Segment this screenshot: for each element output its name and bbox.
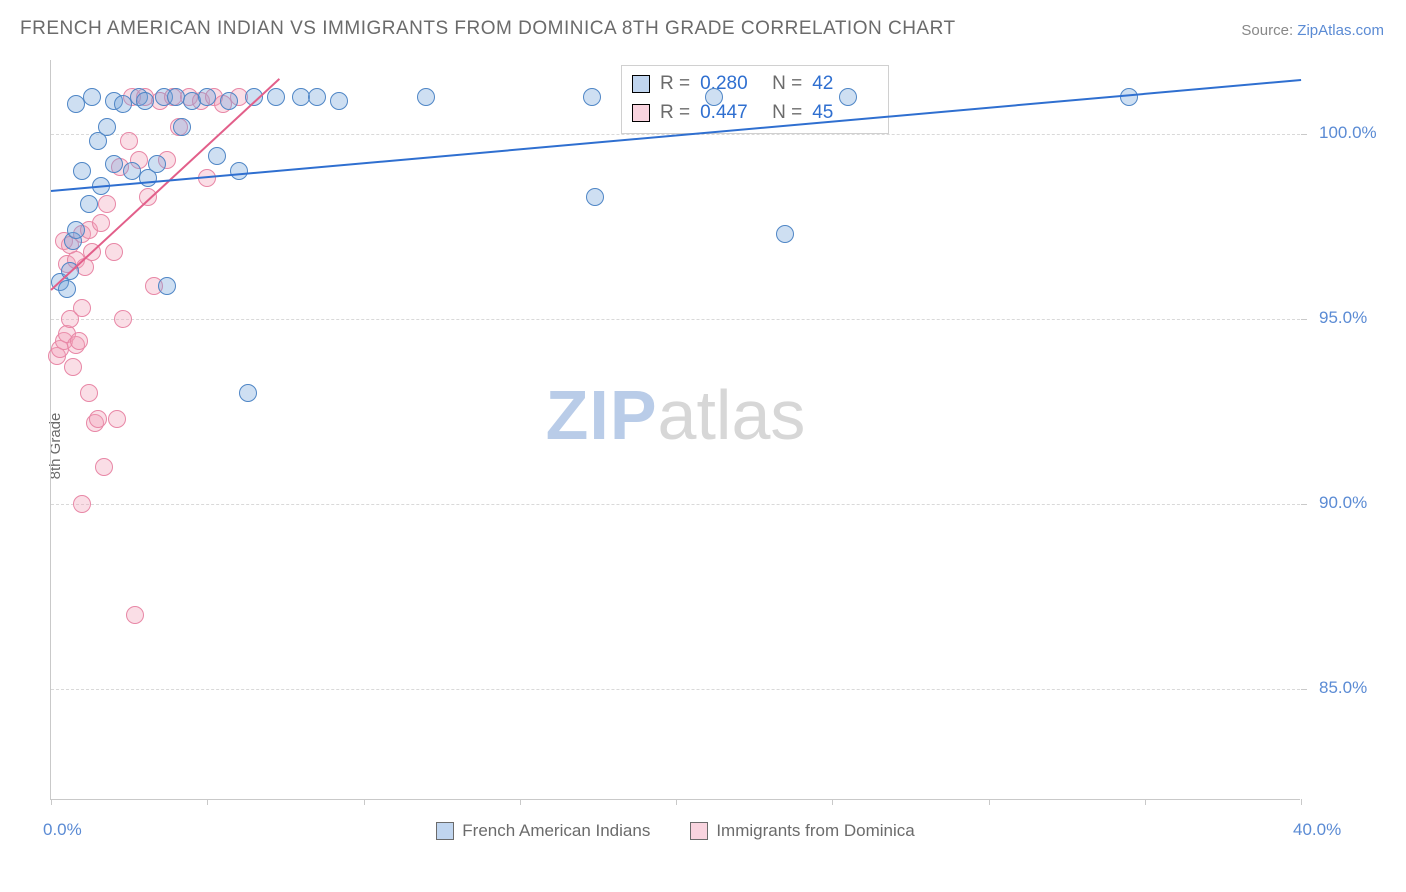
source-label: Source: xyxy=(1241,22,1297,39)
data-point-a xyxy=(58,280,76,298)
watermark-zip: ZIP xyxy=(546,376,658,454)
data-point-a xyxy=(136,92,154,110)
legend-swatch-a-icon xyxy=(436,822,454,840)
x-tick-label: 0.0% xyxy=(43,820,82,840)
data-point-b xyxy=(105,243,123,261)
data-point-a xyxy=(208,147,226,165)
legend-swatch-b-icon xyxy=(690,822,708,840)
x-tick xyxy=(520,799,521,805)
scatter-plot-area: ZIPatlas R = 0.280 N = 42 R = 0.447 N = … xyxy=(50,60,1300,800)
chart-title: FRENCH AMERICAN INDIAN VS IMMIGRANTS FRO… xyxy=(20,18,956,40)
swatch-a-icon xyxy=(632,75,650,93)
x-tick xyxy=(1145,799,1146,805)
data-point-a xyxy=(105,155,123,173)
data-point-a xyxy=(1120,88,1138,106)
legend: French American Indians Immigrants from … xyxy=(51,821,1300,841)
x-tick-label: 40.0% xyxy=(1293,820,1341,840)
source-link[interactable]: ZipAtlas.com xyxy=(1297,22,1384,39)
stats-row-b: R = 0.447 N = 45 xyxy=(632,99,874,128)
watermark: ZIPatlas xyxy=(546,375,806,455)
y-tick xyxy=(1301,689,1307,690)
trend-line-b xyxy=(50,79,279,291)
data-point-b xyxy=(92,214,110,232)
data-point-a xyxy=(148,155,166,173)
legend-item-b: Immigrants from Dominica xyxy=(690,821,914,841)
data-point-a xyxy=(705,88,723,106)
gridline xyxy=(51,689,1300,690)
data-point-a xyxy=(839,88,857,106)
data-point-b xyxy=(98,195,116,213)
legend-item-a: French American Indians xyxy=(436,821,650,841)
data-point-a xyxy=(776,225,794,243)
data-point-a xyxy=(583,88,601,106)
watermark-atlas: atlas xyxy=(658,376,806,454)
data-point-b xyxy=(108,410,126,428)
data-point-a xyxy=(220,92,238,110)
data-point-a xyxy=(80,195,98,213)
data-point-a xyxy=(98,118,116,136)
x-tick xyxy=(676,799,677,805)
data-point-b xyxy=(126,606,144,624)
n-label-a: N = xyxy=(772,70,802,99)
r-label-b: R = xyxy=(660,99,690,128)
data-point-b xyxy=(89,410,107,428)
x-tick xyxy=(364,799,365,805)
data-point-b xyxy=(120,132,138,150)
data-point-b xyxy=(95,458,113,476)
data-point-b xyxy=(114,310,132,328)
data-point-a xyxy=(586,188,604,206)
data-point-a xyxy=(158,277,176,295)
data-point-a xyxy=(308,88,326,106)
y-tick-label: 85.0% xyxy=(1319,678,1367,698)
y-tick xyxy=(1301,134,1307,135)
data-point-a xyxy=(173,118,191,136)
data-point-a xyxy=(230,162,248,180)
data-point-a xyxy=(417,88,435,106)
data-point-a xyxy=(67,221,85,239)
data-point-b xyxy=(64,358,82,376)
x-tick xyxy=(989,799,990,805)
data-point-a xyxy=(239,384,257,402)
gridline xyxy=(51,319,1300,320)
data-point-a xyxy=(330,92,348,110)
swatch-b-icon xyxy=(632,104,650,122)
data-point-b xyxy=(73,299,91,317)
data-point-a xyxy=(198,88,216,106)
stats-row-a: R = 0.280 N = 42 xyxy=(632,70,874,99)
source-attribution: Source: ZipAtlas.com xyxy=(1241,22,1384,39)
x-tick xyxy=(51,799,52,805)
data-point-a xyxy=(83,88,101,106)
x-tick xyxy=(832,799,833,805)
data-point-b xyxy=(80,384,98,402)
data-point-a xyxy=(73,162,91,180)
r-label-a: R = xyxy=(660,70,690,99)
y-tick-label: 100.0% xyxy=(1319,123,1377,143)
y-tick-label: 95.0% xyxy=(1319,308,1367,328)
gridline xyxy=(51,504,1300,505)
legend-label-b: Immigrants from Dominica xyxy=(716,821,914,841)
data-point-a xyxy=(267,88,285,106)
data-point-b xyxy=(73,495,91,513)
x-tick xyxy=(1301,799,1302,805)
x-tick xyxy=(207,799,208,805)
y-tick-label: 90.0% xyxy=(1319,493,1367,513)
legend-label-a: French American Indians xyxy=(462,821,650,841)
y-tick xyxy=(1301,319,1307,320)
data-point-b xyxy=(70,332,88,350)
y-tick xyxy=(1301,504,1307,505)
